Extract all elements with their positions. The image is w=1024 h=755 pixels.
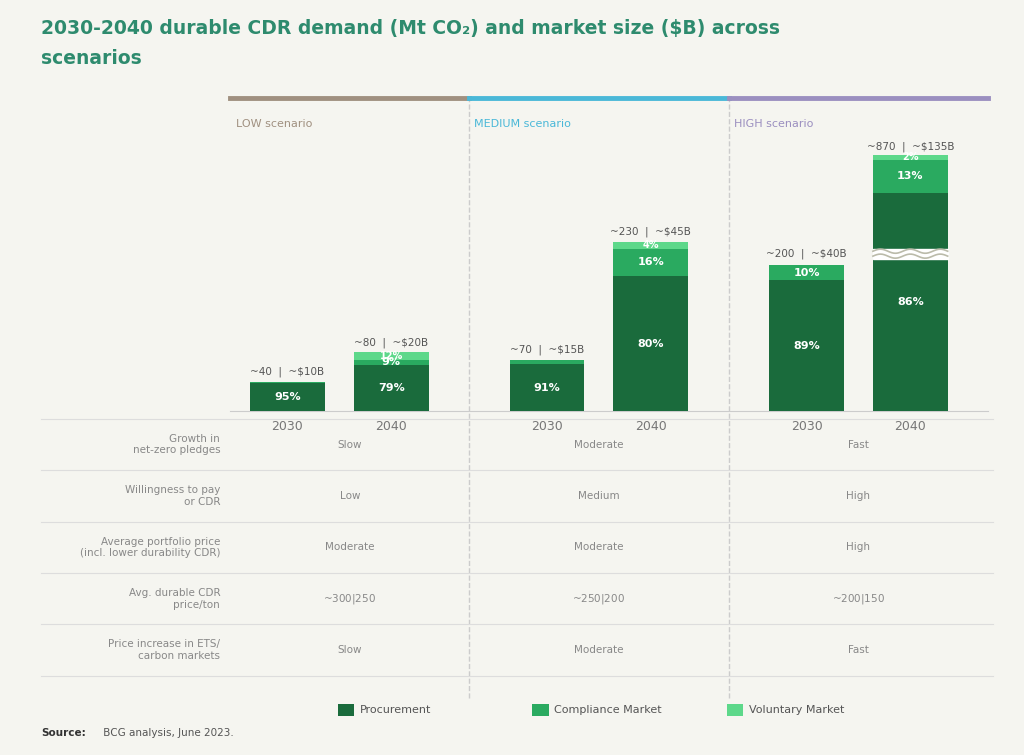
Bar xyxy=(510,360,585,365)
Bar xyxy=(769,280,844,411)
Text: MEDIUM scenario: MEDIUM scenario xyxy=(474,119,571,128)
Text: ~870  |  ~$135B: ~870 | ~$135B xyxy=(866,142,954,153)
Bar xyxy=(872,155,947,160)
Text: Fast: Fast xyxy=(848,645,868,655)
Text: 86%: 86% xyxy=(897,297,924,307)
Text: ~$250    |    $200: ~$250 | $200 xyxy=(572,592,626,606)
Text: 2%: 2% xyxy=(902,153,919,162)
Bar xyxy=(872,248,947,259)
Bar xyxy=(510,365,585,411)
Bar xyxy=(613,242,688,248)
Text: Growth in
net-zero pledges: Growth in net-zero pledges xyxy=(132,434,220,455)
Text: 9%: 9% xyxy=(382,357,400,367)
Bar xyxy=(250,384,325,411)
Text: ~70  |  ~$15B: ~70 | ~$15B xyxy=(510,344,584,355)
Text: Price increase in ETS/
carbon markets: Price increase in ETS/ carbon markets xyxy=(109,639,220,661)
Text: 16%: 16% xyxy=(637,257,665,267)
Bar xyxy=(769,266,844,280)
Text: Moderate: Moderate xyxy=(325,542,375,553)
Text: Moderate: Moderate xyxy=(574,439,624,450)
Text: ~200  |  ~$40B: ~200 | ~$40B xyxy=(766,248,847,259)
Text: 79%: 79% xyxy=(378,383,404,393)
Text: Slow: Slow xyxy=(338,645,362,655)
Text: 10%: 10% xyxy=(794,268,820,278)
Bar xyxy=(613,248,688,276)
Text: 95%: 95% xyxy=(274,393,301,402)
Text: Voluntary Market: Voluntary Market xyxy=(749,705,844,716)
Bar xyxy=(354,365,429,411)
Text: LOW scenario: LOW scenario xyxy=(236,119,312,128)
Text: Source:: Source: xyxy=(41,729,86,738)
Text: Procurement: Procurement xyxy=(359,705,431,716)
Text: ~80  |  ~$20B: ~80 | ~$20B xyxy=(354,337,428,347)
Text: ~$200    |    $150: ~$200 | $150 xyxy=(831,592,885,606)
Text: Fast: Fast xyxy=(848,439,868,450)
Bar xyxy=(354,359,429,365)
Bar xyxy=(613,276,688,411)
Bar xyxy=(250,382,325,384)
Text: HIGH scenario: HIGH scenario xyxy=(734,119,813,128)
Text: Slow: Slow xyxy=(338,439,362,450)
Text: 13%: 13% xyxy=(897,171,924,181)
Text: Compliance Market: Compliance Market xyxy=(554,705,662,716)
Text: 2030-2040 durable CDR demand (Mt CO₂) and market size ($B) across: 2030-2040 durable CDR demand (Mt CO₂) an… xyxy=(41,19,780,38)
Text: 91%: 91% xyxy=(534,383,560,393)
Text: Moderate: Moderate xyxy=(574,645,624,655)
Text: ~$300    |    $250: ~$300 | $250 xyxy=(324,592,376,606)
Text: 12%: 12% xyxy=(380,351,402,361)
Text: 80%: 80% xyxy=(638,338,664,349)
Text: ~230  |  ~$45B: ~230 | ~$45B xyxy=(610,226,691,237)
Text: Avg. durable CDR
price/ton: Avg. durable CDR price/ton xyxy=(129,588,220,609)
Text: Moderate: Moderate xyxy=(574,542,624,553)
Text: 4%: 4% xyxy=(642,240,659,250)
Text: Average portfolio price
(incl. lower durability CDR): Average portfolio price (incl. lower dur… xyxy=(80,537,220,558)
Text: BCG analysis, June 2023.: BCG analysis, June 2023. xyxy=(100,729,234,738)
Bar xyxy=(872,160,947,193)
Text: Medium: Medium xyxy=(579,491,620,501)
Bar xyxy=(354,353,429,359)
Bar xyxy=(872,193,947,411)
Text: Low: Low xyxy=(340,491,360,501)
Text: 89%: 89% xyxy=(794,341,820,351)
Text: scenarios: scenarios xyxy=(41,49,141,68)
Text: High: High xyxy=(847,491,870,501)
Text: High: High xyxy=(847,542,870,553)
Text: Willingness to pay
or CDR: Willingness to pay or CDR xyxy=(125,485,220,507)
Text: ~40  |  ~$10B: ~40 | ~$10B xyxy=(251,366,325,377)
